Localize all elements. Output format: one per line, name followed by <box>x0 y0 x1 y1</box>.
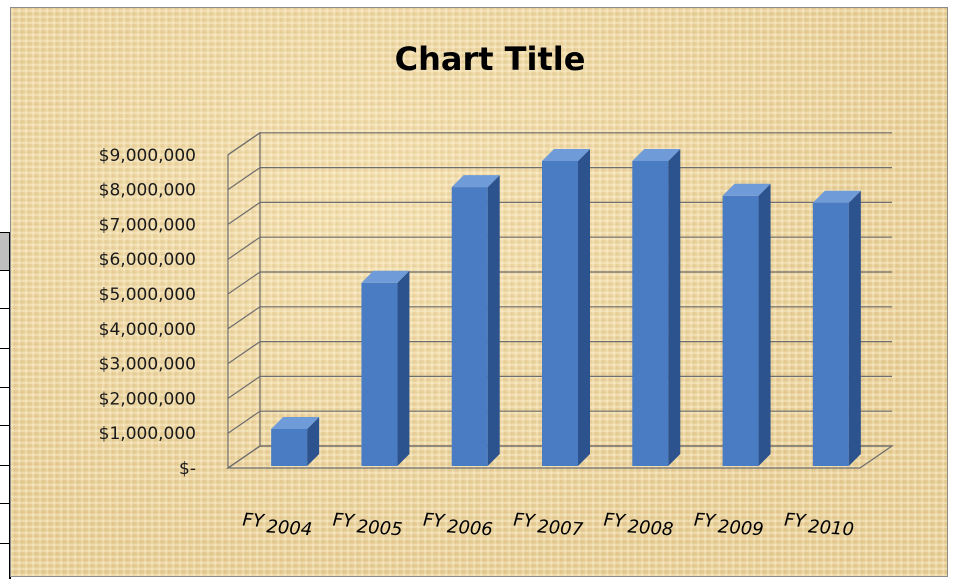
x-tick-label: FY2009 <box>693 510 765 541</box>
gridline-side <box>227 410 261 434</box>
y-tick-label: $7,000,000 <box>99 215 196 235</box>
bar[interactable] <box>722 183 771 466</box>
gridline-side <box>227 201 261 225</box>
y-tick-label: $- <box>179 459 196 479</box>
x-tick-label: FY2005 <box>332 510 404 541</box>
x-tick-label: FY2008 <box>603 510 675 541</box>
bar-front <box>722 195 759 466</box>
y-tick-label: $1,000,000 <box>99 424 196 444</box>
bar-side <box>397 270 410 466</box>
bars[interactable] <box>271 148 861 467</box>
y-axis-ticks: $- $1,000,000 $2,000,000 $3,000,000 $4,000,0… <box>99 146 196 479</box>
bar-side <box>848 190 861 467</box>
y-tick-label: $5,000,000 <box>99 285 196 305</box>
bar[interactable] <box>812 190 861 467</box>
gridline-side <box>227 445 261 469</box>
y-tick-label: $8,000,000 <box>99 181 196 201</box>
y-tick-label: $6,000,000 <box>99 250 196 270</box>
x-tick-label: FY2006 <box>422 510 494 541</box>
gridline-side <box>227 271 261 295</box>
x-tick-label: FY2004 <box>241 510 313 541</box>
bar-side <box>307 416 320 466</box>
bar-top <box>632 148 681 161</box>
bar-front <box>271 428 308 466</box>
x-axis-labels: FY2004 FY2005 FY2006 FY2007 FY2008 FY2009 FY20… <box>241 510 855 541</box>
bar-front <box>361 282 398 466</box>
bar-top <box>812 190 861 203</box>
bar-side <box>487 175 500 466</box>
bar[interactable] <box>271 416 320 466</box>
bar-front <box>542 160 578 467</box>
y-tick-label: $3,000,000 <box>99 355 196 375</box>
bar-front <box>451 187 488 466</box>
bar-top <box>271 416 320 429</box>
bar-top <box>361 270 410 283</box>
y-tick-label: $2,000,000 <box>99 389 196 409</box>
bar-top <box>542 148 590 161</box>
gridline-side <box>227 375 261 399</box>
gridline-side <box>227 306 261 330</box>
bar-side <box>668 148 681 467</box>
y-tick-label: $4,000,000 <box>99 320 196 340</box>
bar-top <box>451 175 500 188</box>
bar-front <box>632 160 669 467</box>
gridline-side <box>227 167 261 191</box>
bar-top <box>722 183 771 196</box>
bar-side <box>758 183 771 466</box>
chart-title[interactable]: Chart Title <box>395 40 586 78</box>
bar[interactable] <box>632 148 681 467</box>
gridline-side <box>227 341 261 365</box>
bar[interactable] <box>542 148 590 467</box>
x-tick-label: FY2010 <box>783 510 855 541</box>
gridline-side <box>227 132 261 156</box>
bar[interactable] <box>361 270 410 466</box>
y-tick-label: $9,000,000 <box>99 146 196 166</box>
x-tick-label: FY2007 <box>512 510 584 541</box>
side-wall <box>227 131 261 470</box>
bar[interactable] <box>451 175 500 466</box>
gridline-side <box>227 236 261 260</box>
bar-side <box>578 148 590 467</box>
bar-front <box>812 202 849 467</box>
